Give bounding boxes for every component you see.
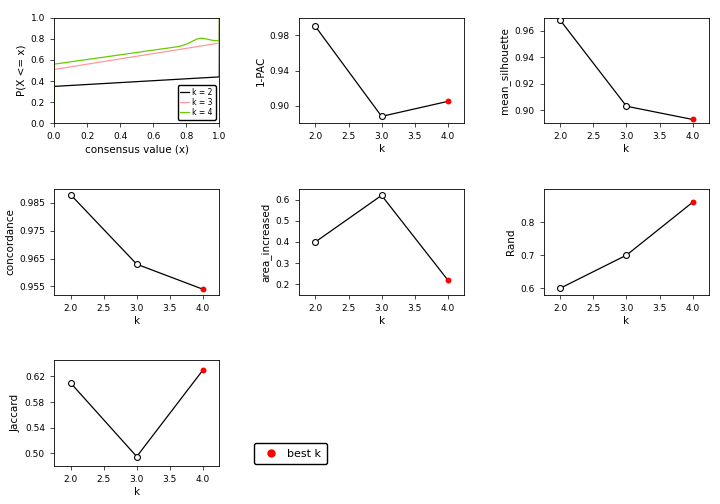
- X-axis label: k: k: [379, 144, 384, 154]
- Point: [442, 97, 454, 105]
- Point: [376, 192, 387, 200]
- X-axis label: k: k: [134, 487, 140, 497]
- Point: [554, 284, 566, 292]
- Y-axis label: P(X <= x): P(X <= x): [17, 45, 27, 96]
- Point: [65, 191, 76, 199]
- Point: [442, 276, 454, 284]
- Point: [65, 379, 76, 387]
- Point: [131, 453, 143, 461]
- Point: [197, 285, 209, 293]
- X-axis label: k: k: [379, 316, 384, 326]
- Legend: k = 2, k = 3, k = 4: k = 2, k = 3, k = 4: [178, 85, 215, 119]
- Point: [621, 102, 632, 110]
- Point: [197, 366, 209, 374]
- X-axis label: k: k: [134, 316, 140, 326]
- X-axis label: k: k: [624, 316, 629, 326]
- Y-axis label: concordance: concordance: [5, 209, 15, 275]
- Y-axis label: 1-PAC: 1-PAC: [256, 55, 266, 86]
- Point: [554, 16, 566, 24]
- Y-axis label: Rand: Rand: [506, 229, 516, 255]
- Point: [687, 198, 698, 206]
- Point: [687, 115, 698, 123]
- Point: [310, 22, 321, 30]
- Point: [310, 238, 321, 246]
- Y-axis label: mean_silhouette: mean_silhouette: [500, 27, 510, 114]
- Point: [376, 112, 387, 120]
- Legend: best k: best k: [254, 443, 327, 464]
- X-axis label: consensus value (x): consensus value (x): [85, 144, 189, 154]
- X-axis label: k: k: [624, 144, 629, 154]
- Y-axis label: area_increased: area_increased: [261, 202, 271, 282]
- Y-axis label: Jaccard: Jaccard: [11, 394, 21, 432]
- Point: [131, 260, 143, 268]
- Point: [621, 251, 632, 259]
